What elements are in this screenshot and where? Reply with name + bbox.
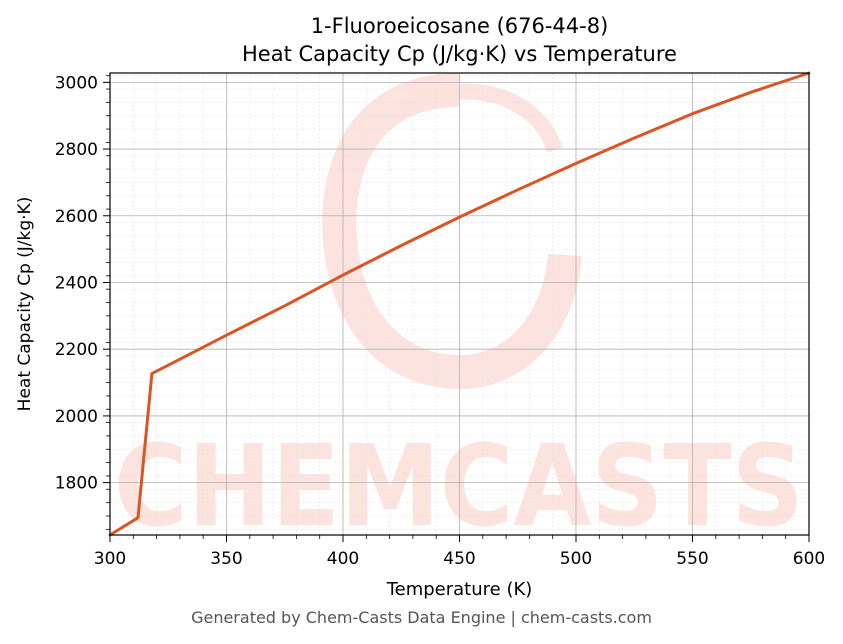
x-tick-label: 550 (676, 549, 708, 569)
chart-title-line-2: Heat Capacity Cp (J/kg·K) vs Temperature (242, 42, 677, 66)
y-tick-label: 2600 (55, 207, 98, 227)
x-tick-label: 400 (327, 549, 359, 569)
watermark-logo-swoosh (396, 83, 563, 153)
y-tick-label: 2000 (55, 407, 98, 427)
watermark-logo-ring (322, 73, 582, 390)
footer-credit: Generated by Chem-Casts Data Engine | ch… (191, 608, 652, 627)
x-tick-label: 300 (94, 549, 126, 569)
y-tick-label: 2200 (55, 340, 98, 360)
heat-capacity-line (108, 71, 811, 537)
x-tick-label: 600 (793, 549, 825, 569)
x-tick-label: 500 (560, 549, 592, 569)
y-axis-ticks: 1800 2000 2200 2400 2600 2800 3000 (55, 73, 110, 530)
y-tick-label: 1800 (55, 474, 98, 494)
y-axis-label: Heat Capacity Cp (J/kg·K) (15, 197, 35, 412)
x-tick-label: 350 (210, 549, 242, 569)
y-tick-label: 2400 (55, 273, 98, 293)
x-axis-ticks: 300 350 400 450 500 550 600 (94, 535, 825, 569)
x-tick-label: 450 (443, 549, 475, 569)
watermark-text: CHEMCASTS (114, 422, 804, 552)
y-tick-label: 2800 (55, 140, 98, 160)
chart-title-line-1: 1-Fluoroeicosane (676-44-8) (310, 14, 609, 38)
series-layer (108, 71, 811, 537)
chemcasts-watermark: CHEMCASTS (114, 73, 804, 552)
y-tick-label: 3000 (55, 73, 98, 93)
x-axis-label: Temperature (K) (386, 579, 533, 600)
